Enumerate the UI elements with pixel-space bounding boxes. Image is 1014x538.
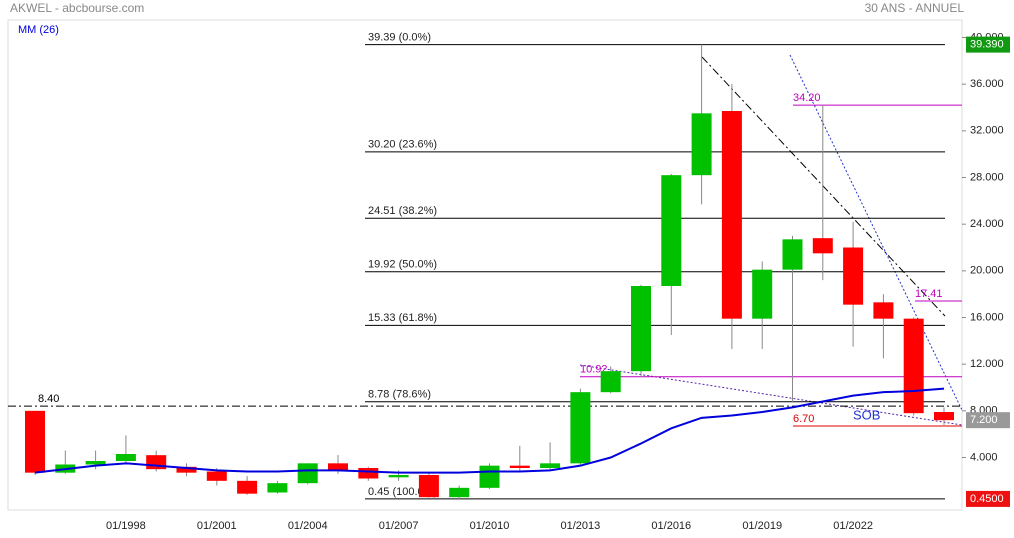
candle-body	[570, 392, 591, 464]
level-label: 17.41	[915, 288, 943, 300]
x-tick-label: 01/2004	[288, 520, 328, 532]
legend: MM (26)	[18, 24, 59, 36]
candle-body	[479, 465, 500, 488]
level-label: 10.92	[580, 364, 608, 376]
fib-label: 39.39 (0.0%)	[368, 32, 431, 44]
x-tick-label: 01/2010	[470, 520, 510, 532]
trend-line	[701, 56, 946, 317]
candle-body	[25, 410, 45, 473]
candle-body	[873, 302, 894, 319]
y-tick-label: 32.000	[970, 125, 1004, 137]
y-tick-label: 16.000	[970, 311, 1004, 323]
y-tick-label: 4.000	[970, 451, 998, 463]
y-tick-label: 12.000	[970, 358, 1004, 370]
candle-body	[449, 487, 470, 498]
level-label: 8.40	[38, 393, 59, 405]
candle-body	[297, 463, 318, 484]
price-badge-label: 0.4500	[970, 493, 1004, 505]
y-tick-label: 24.000	[970, 218, 1004, 230]
trend-line	[789, 54, 963, 411]
x-tick-label: 01/2016	[651, 520, 691, 532]
y-tick-label: 36.000	[970, 78, 1004, 90]
candle-body	[782, 239, 803, 270]
header-left: AKWEL - abcbourse.com	[10, 1, 144, 15]
candle-body	[418, 475, 439, 498]
candle-body	[267, 483, 288, 493]
candle-body	[934, 412, 954, 421]
candle-body	[328, 463, 348, 471]
fib-label: 15.33 (61.8%)	[368, 312, 437, 324]
level-label: 6.70	[793, 413, 814, 425]
candle-body	[237, 480, 258, 494]
y-tick-label: 20.000	[970, 265, 1004, 277]
candle-body	[661, 175, 682, 286]
candle-body	[752, 269, 773, 319]
moving-average	[34, 387, 945, 474]
candle-body	[812, 238, 833, 254]
price-badge	[966, 412, 1010, 429]
plot-frame	[7, 19, 963, 511]
candle-body	[509, 465, 530, 468]
candle-body	[843, 247, 864, 305]
fib-label: 30.20 (23.6%)	[368, 139, 437, 151]
candle-body	[358, 468, 379, 479]
fib-label: 24.51 (38.2%)	[368, 205, 437, 217]
price-badge	[966, 490, 1010, 507]
x-tick-label: 01/2013	[561, 520, 601, 532]
x-tick-label: 01/2019	[742, 520, 782, 532]
candle-body	[691, 113, 712, 176]
candle-body	[388, 475, 409, 478]
x-tick-label: 01/2001	[197, 520, 237, 532]
level-label: 34.20	[793, 92, 821, 104]
x-tick-label: 01/1998	[106, 520, 146, 532]
candle-body	[631, 286, 651, 372]
candle-body	[115, 454, 136, 461]
candle-body	[176, 466, 197, 473]
y-tick-label: 28.000	[970, 171, 1004, 183]
price-badge	[966, 36, 1010, 53]
trend-line	[579, 364, 963, 426]
price-badge-label: 7.200	[970, 414, 998, 426]
candle-body	[85, 461, 106, 465]
x-tick-label: 01/2022	[833, 520, 873, 532]
fib-label: 8.78 (78.6%)	[368, 389, 431, 401]
x-tick-label: 01/2007	[379, 520, 419, 532]
header-right: 30 ANS - ANNUEL	[865, 1, 965, 15]
candle-body	[600, 371, 621, 393]
price-badge-label: 39.390	[970, 39, 1004, 51]
candle-body	[206, 471, 227, 481]
candle-body	[721, 111, 742, 319]
candle-body	[903, 318, 924, 414]
candle-body	[540, 463, 561, 468]
fib-label: 19.92 (50.0%)	[368, 259, 437, 271]
annotation: SOB	[853, 407, 880, 422]
